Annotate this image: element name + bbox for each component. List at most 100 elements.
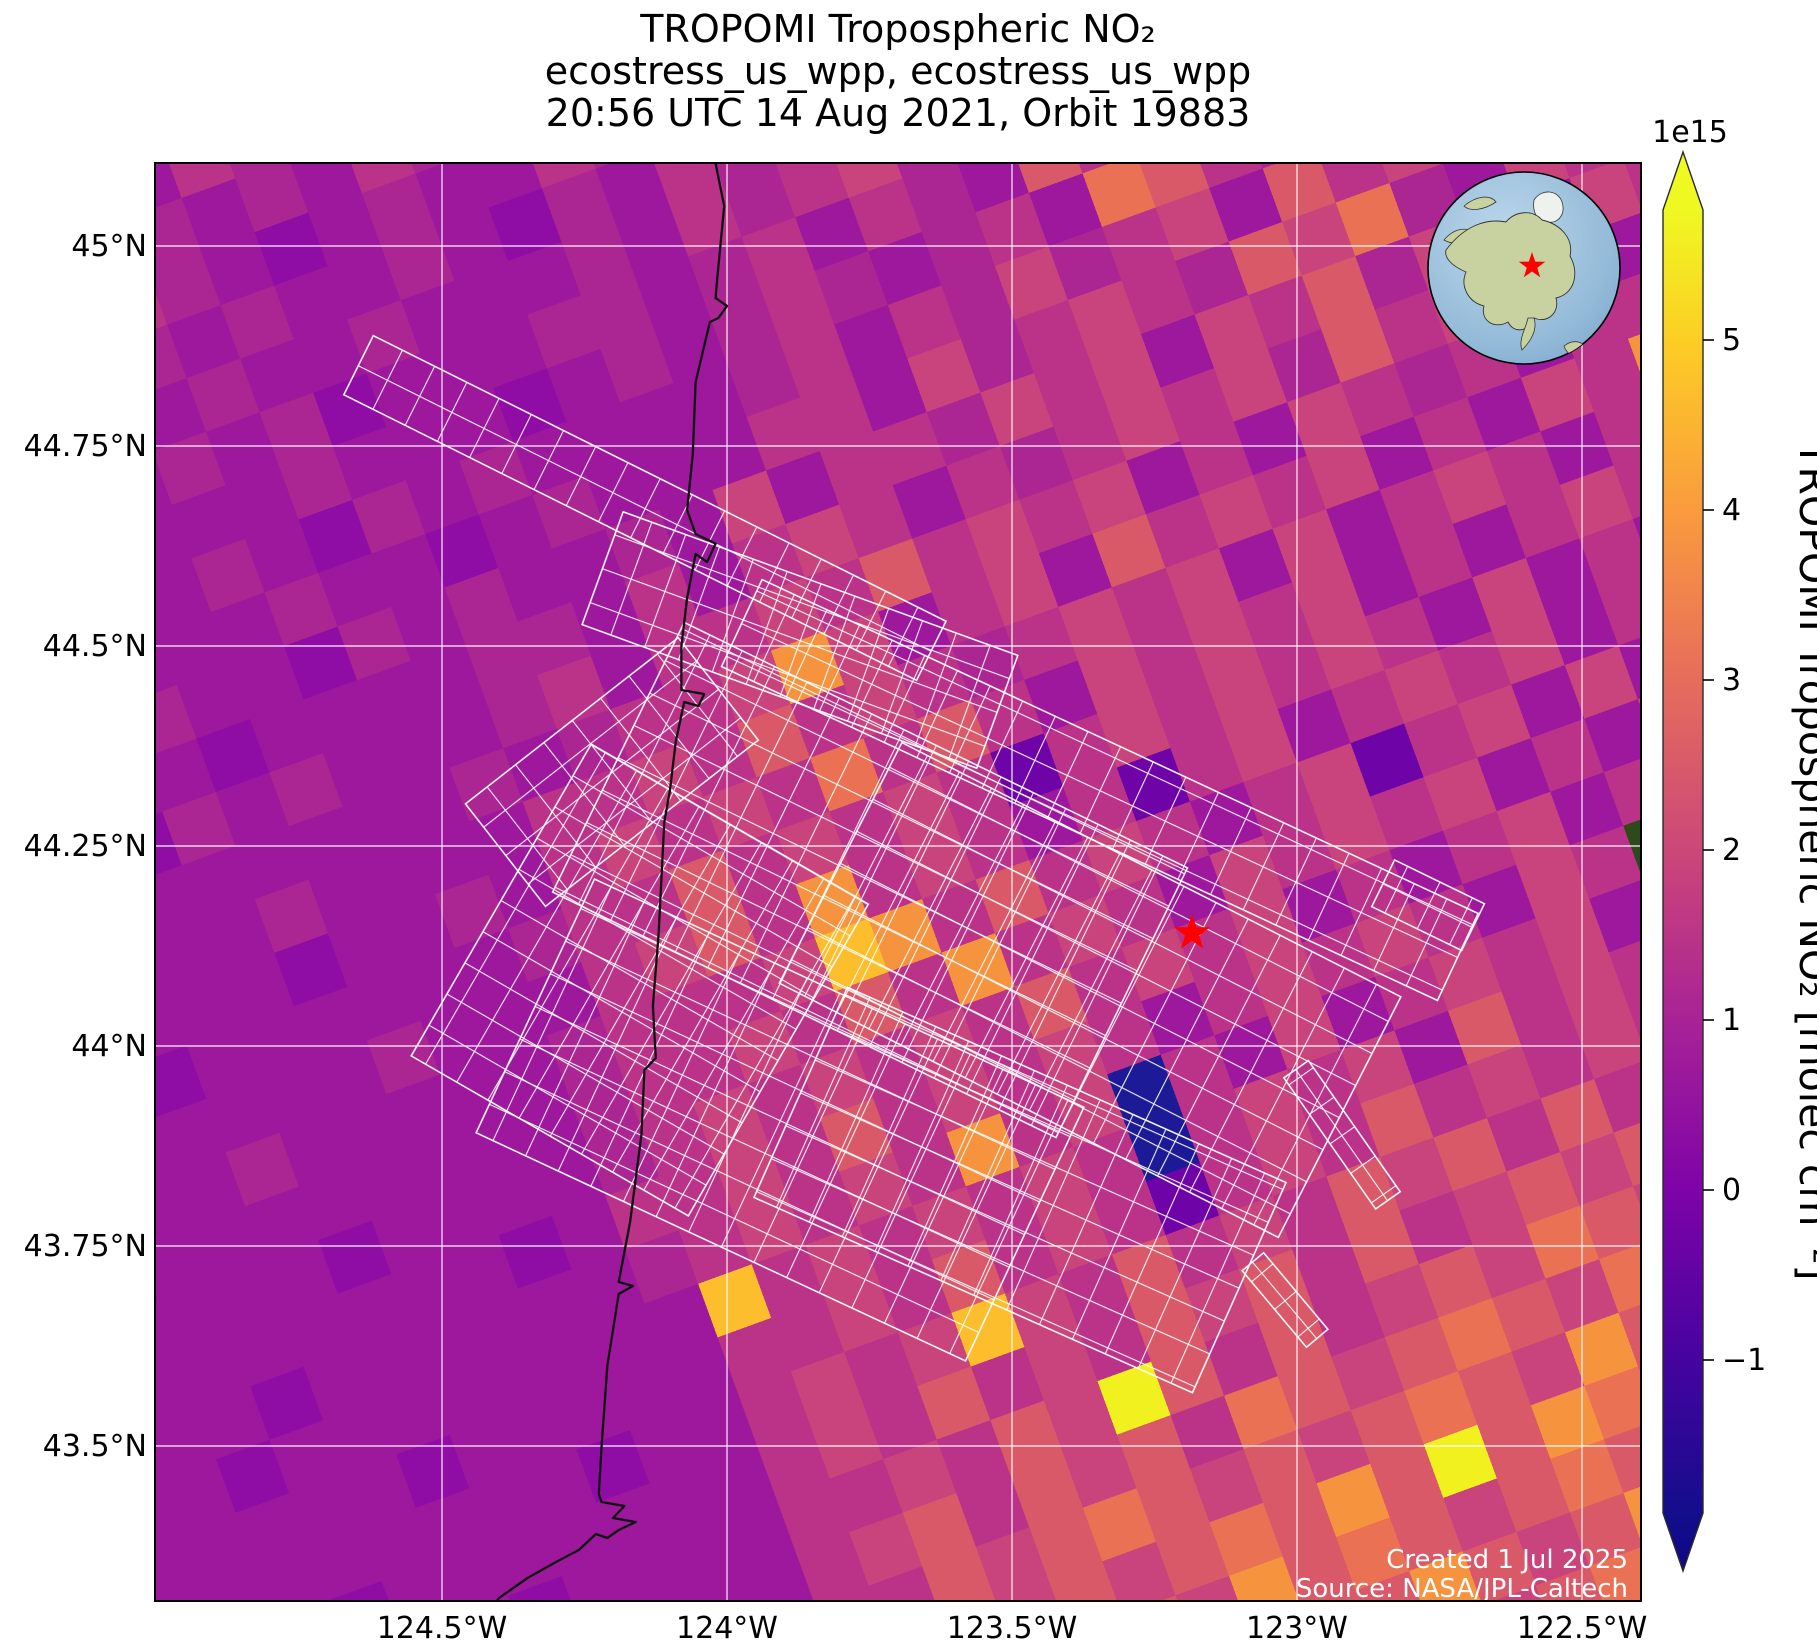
heatmap-cell [415,163,490,228]
heatmap-cell [1345,543,1420,618]
x-tick-label: 124.5°W [377,1611,508,1645]
heatmap-cell [742,1551,817,1601]
heatmap-cell [240,1006,315,1081]
heatmap-cell [215,772,290,847]
heatmap-cell [1599,1239,1641,1314]
heatmap-cell [1696,1507,1770,1581]
heatmap-cell [1447,991,1523,1066]
swath-footprint-mesh-rect [752,986,1288,1394]
heatmap-cell [155,324,188,399]
heatmap-cell [289,1473,364,1548]
heatmap-cell [1262,163,1337,223]
heatmap-cell [771,1298,846,1373]
heatmap-cell [1067,280,1143,355]
heatmap-cell [541,168,617,243]
heatmap-cell [615,1536,690,1601]
heatmap-cell [1014,299,1089,374]
heatmap-cell [1486,431,1561,506]
heatmap-cell [1423,1424,1498,1499]
heatmap-cell [235,163,310,233]
heatmap-cell [1594,1059,1641,1134]
heatmap-cell [1140,314,1216,389]
heatmap-cell [1106,387,1181,462]
heatmap-cell [1511,1332,1586,1407]
heatmap-cell [921,212,996,287]
heatmap-cell [756,1424,831,1499]
heatmap-cell [868,231,943,306]
heatmap-cell [488,187,563,262]
heatmap-cell [829,1458,904,1533]
heatmap-cell [1569,825,1641,900]
heatmap-cell [274,265,349,340]
heatmap-cell [70,704,144,778]
heatmap-cell [6,363,80,437]
heatmap-cell [323,66,397,140]
heatmap-cell [1282,1536,1357,1601]
heatmap-cell [1029,1507,1104,1582]
colorbar-tick-label: 4 [1722,493,1741,528]
heatmap-cell [157,611,232,686]
heatmap-cell [1574,1005,1641,1080]
heatmap-cell [274,933,349,1008]
heatmap-cell [1750,1488,1817,1562]
heatmap-cell [396,767,471,842]
heatmap-cell [230,1312,305,1387]
heatmap-cell [688,236,763,311]
heatmap-cell [201,898,276,974]
heatmap-cell [835,1639,909,1645]
heatmap-cell [1506,1151,1581,1226]
heatmap-cell [849,1512,924,1587]
heatmap-cell [649,163,724,204]
heatmap-cell [469,1468,544,1543]
heatmap-cell [1024,1327,1099,1402]
heatmap-cell [155,1225,213,1300]
heatmap-cell [0,670,71,744]
heatmap-cell [155,757,164,832]
heatmap-cell [528,1629,602,1645]
heatmap-cell [1165,548,1240,623]
heatmap-cell [1496,1458,1571,1533]
heatmap-cell [464,1288,539,1363]
heatmap-cell [155,1351,198,1426]
heatmap-cell [357,660,432,735]
heatmap-cell [1374,289,1449,364]
heatmap-cell [722,163,797,238]
heatmap-cell [848,178,923,253]
heatmap-cell [1101,207,1177,282]
heatmap-cell [40,290,114,364]
heatmap-cell [206,1079,281,1154]
heatmap-cell [1175,1575,1250,1601]
heatmap-cell [926,392,1001,467]
heatmap-cell [546,348,621,423]
heatmap-cell [298,1166,373,1241]
heatmap-cell [0,329,7,403]
heatmap-cell [155,738,217,813]
heatmap-cell [1102,1541,1177,1601]
heatmap-cell [698,0,772,4]
heatmap-cell [1486,1098,1562,1173]
heatmap-cell [498,548,573,623]
heatmap-cell [814,251,889,326]
heatmap-cell [1058,587,1133,662]
heatmap-cell [1209,168,1284,243]
heatmap-cell [155,631,178,706]
heatmap-cell [352,480,427,555]
heatmap-cell [1335,182,1410,257]
heatmap-cell [410,1307,485,1383]
heatmap-cell [269,86,343,160]
title-line-3: 20:56 UTC 14 Aug 2021, Orbit 19883 [546,91,1251,135]
y-tick-label: 44.75°N [24,429,147,464]
heatmap-cell [1589,1546,1641,1601]
heatmap-cell [249,699,324,774]
heatmap-cell [1277,1356,1352,1431]
heatmap-cell [576,1429,651,1504]
heatmap-cell [1496,791,1571,866]
heatmap-cell [269,1420,344,1495]
heatmap-cell [362,1507,437,1582]
heatmap-cell [473,314,548,389]
heatmap-cell [1345,1210,1420,1285]
heatmap-cell [892,465,967,540]
heatmap-cell [21,904,95,978]
heatmap-cell [0,1104,47,1178]
heatmap-cell [308,1527,383,1601]
